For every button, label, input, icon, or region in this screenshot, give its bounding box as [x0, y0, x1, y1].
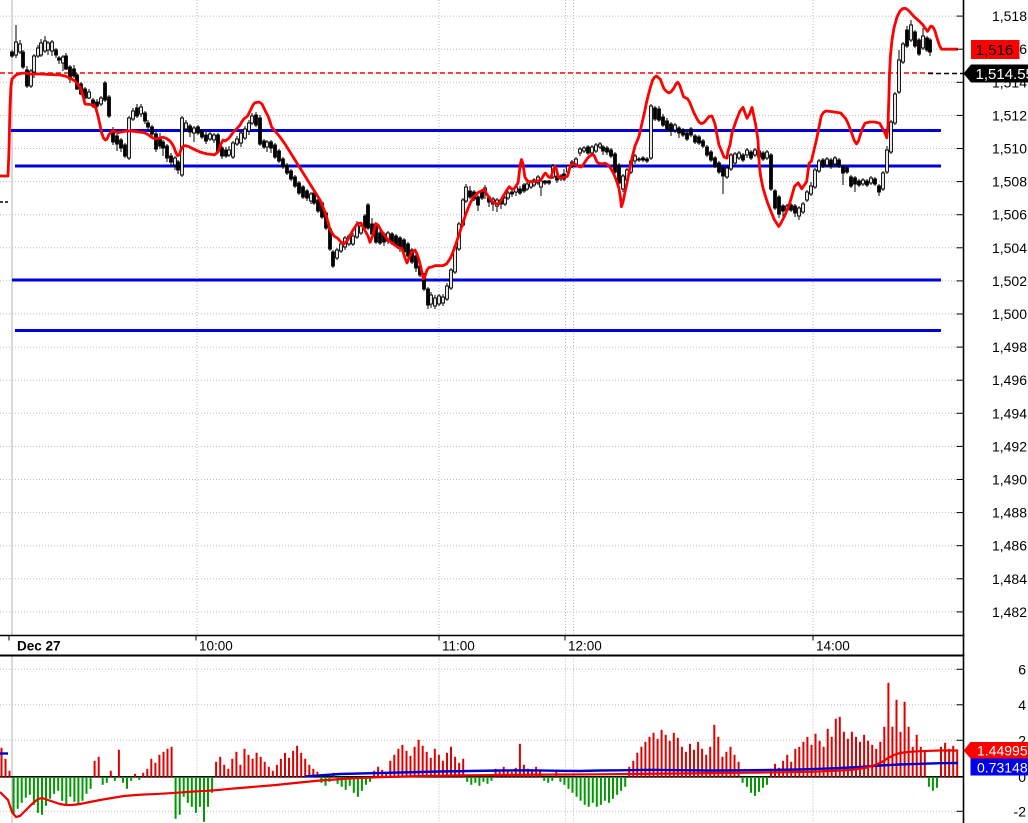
- svg-text:2: 2: [1018, 732, 1026, 748]
- svg-text:1,516: 1,516: [976, 42, 1014, 59]
- svg-text:6: 6: [1018, 661, 1026, 677]
- svg-text:1.44995: 1.44995: [977, 743, 1028, 759]
- svg-text:14:00: 14:00: [816, 639, 850, 654]
- svg-text:1,510: 1,510: [992, 141, 1027, 157]
- svg-text:0.73148: 0.73148: [977, 760, 1028, 776]
- svg-text:4: 4: [1018, 697, 1026, 713]
- svg-text:1,500: 1,500: [992, 306, 1027, 322]
- svg-text:1,490: 1,490: [992, 472, 1027, 488]
- svg-text:0: 0: [1018, 769, 1026, 785]
- svg-text:1,496: 1,496: [992, 372, 1027, 388]
- svg-text:-2: -2: [1014, 803, 1027, 819]
- svg-text:1,494: 1,494: [992, 405, 1027, 421]
- svg-text:1,502: 1,502: [992, 273, 1027, 289]
- svg-text:1,512: 1,512: [992, 107, 1027, 123]
- svg-text:10:00: 10:00: [199, 639, 233, 654]
- svg-text:1,506: 1,506: [992, 207, 1027, 223]
- svg-text:1,482: 1,482: [992, 604, 1027, 620]
- svg-text:11:00: 11:00: [442, 639, 475, 654]
- svg-text:1,488: 1,488: [992, 505, 1027, 521]
- svg-text:1,518: 1,518: [992, 8, 1027, 24]
- svg-text:1,484: 1,484: [992, 571, 1027, 587]
- svg-text:1,492: 1,492: [992, 438, 1027, 454]
- svg-text:1,498: 1,498: [992, 339, 1027, 355]
- svg-text:1,508: 1,508: [992, 174, 1027, 190]
- svg-text:Dec 27: Dec 27: [17, 639, 61, 654]
- svg-text:12:00: 12:00: [568, 639, 602, 654]
- svg-text:1,514.55: 1,514.55: [976, 66, 1028, 83]
- svg-text:1,504: 1,504: [992, 240, 1027, 256]
- svg-text:1,486: 1,486: [992, 538, 1027, 554]
